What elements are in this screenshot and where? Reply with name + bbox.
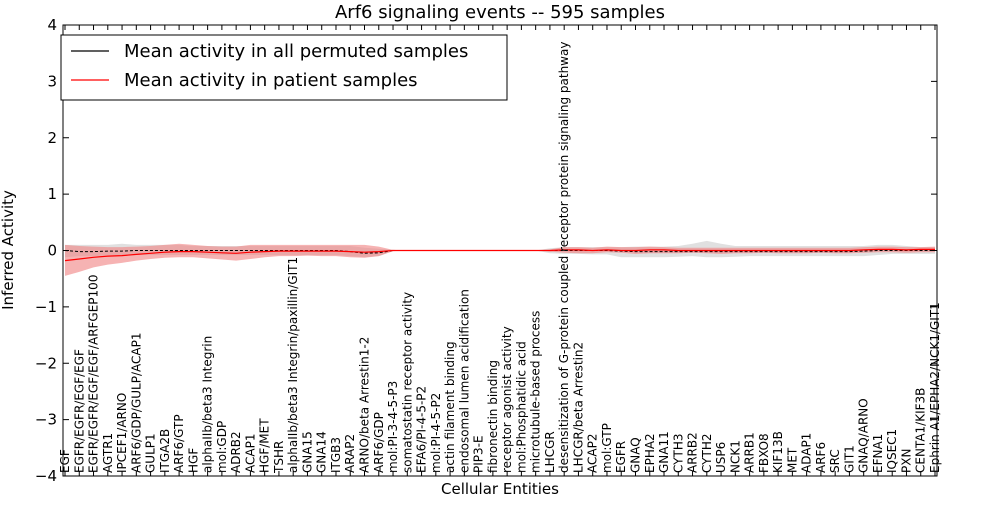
x-tick-label: mol:PI-4-5-P2: [429, 393, 443, 473]
x-tick-label: GULP1: [144, 433, 158, 473]
x-tick-label: EFA6/PI-4-5-P2: [415, 386, 429, 473]
x-tick-label: ACAP2: [586, 434, 600, 473]
x-tick-label: CYTH3: [671, 434, 685, 474]
x-tick-label: EGFR/EGFR/EGF/EGF/ARFGEP100: [87, 275, 101, 473]
legend-box: [60, 34, 508, 101]
x-tick-label: HGF: [186, 448, 200, 473]
x-tick-label: mol:GTP: [600, 423, 614, 473]
x-tick-label: ARF6: [814, 442, 828, 473]
x-tick-label: GNA14: [315, 431, 329, 473]
y-tick-label: −3: [35, 411, 57, 429]
x-tick-label: HGF/MET: [258, 418, 272, 473]
legend-label-patient: Mean activity in patient samples: [124, 70, 418, 91]
x-tick-label: ADAP1: [800, 433, 814, 473]
x-tick-label: EPHA2: [643, 433, 657, 473]
x-tick-label: alphaIIb/beta3 Integrin: [201, 336, 215, 473]
x-tick-label: ARRB2: [686, 432, 700, 473]
x-tick-label: AGTR1: [101, 433, 115, 473]
x-tick-label: EFNA1: [871, 434, 885, 473]
x-tick-label: GNAQ/ARNO: [857, 398, 871, 473]
x-tick-label: ARAP2: [343, 434, 357, 473]
x-tick-label: NCK1: [728, 440, 742, 473]
x-tick-label: GNA15: [301, 431, 315, 473]
x-tick-label: EGFR: [614, 441, 628, 473]
y-axis-label: Inferred Activity: [0, 190, 17, 310]
x-tick-label: LHCGR: [543, 431, 557, 473]
x-tick-label: ARF6/GTP: [172, 414, 186, 473]
x-tick-label: desensitization of G-protein coupled rec…: [557, 42, 571, 473]
y-tick-label: 4: [47, 16, 57, 34]
x-axis: EGF EGFR/EGFR/EGF/EGF EGFR/EGFR/EGF/EGF/AR…: [58, 25, 942, 476]
y-tick-label: 0: [47, 242, 57, 260]
y-tick-label: 3: [47, 72, 57, 90]
y-tick-label: 1: [47, 185, 57, 203]
x-tick-label: receptor agonist activity: [500, 326, 514, 473]
x-tick-label: PXN: [900, 449, 914, 473]
x-tick-label: mol:GDP: [215, 421, 229, 473]
legend-label-permuted: Mean activity in all permuted samples: [124, 41, 468, 62]
x-tick-label: FBXO8: [757, 433, 771, 473]
series-line-patient: [64, 248, 935, 262]
x-tick-label: CENTA1/KIF3B: [914, 388, 928, 473]
x-tick-label: GNA11: [657, 431, 671, 473]
x-tick-label: Ephrin A1/EPHA2/NCK1/GIT1: [928, 302, 942, 473]
x-axis-label: Cellular Entities: [441, 480, 559, 498]
x-tick-label: IPCEF1/ARNO: [115, 393, 129, 473]
x-tick-label: actin filament binding: [443, 341, 457, 473]
y-tick-label: −2: [35, 354, 57, 372]
y-tick-label: −1: [35, 298, 57, 316]
x-tick-label: mol:Phosphatidic acid: [514, 341, 528, 473]
y-tick-label: 2: [47, 129, 57, 147]
y-axis: 4 3 2 1 0 −1 −2 −3 −4: [35, 16, 937, 485]
x-tick-label: microtubule-based process: [529, 311, 543, 473]
chart-title: Arf6 signaling events -- 595 samples: [335, 2, 665, 23]
x-tick-label: IQSEC1: [885, 429, 899, 473]
x-tick-label: SRC: [828, 449, 842, 473]
x-tick-label: fibronectin binding: [486, 360, 500, 473]
x-tick-label: ITGB3: [329, 437, 343, 473]
x-tick-label: ARNO/beta Arrestin1-2: [358, 337, 372, 473]
x-tick-label: ARRB1: [743, 432, 757, 473]
x-tick-label: somatostatin receptor activity: [400, 292, 414, 473]
x-tick-label: EGF: [58, 449, 72, 473]
line-layer: [64, 248, 935, 262]
x-tick-label: USP6: [714, 442, 728, 473]
x-tick-label: ACAP1: [243, 434, 257, 473]
x-tick-label: GNAQ: [629, 437, 643, 473]
x-tick-label: ADRB2: [229, 431, 243, 473]
x-tick-label: GIT1: [842, 445, 856, 473]
x-tick-label: CYTH2: [700, 434, 714, 474]
x-tick-label: endosomal lumen acidification: [457, 289, 471, 473]
x-tick-label: ITGA2B: [158, 429, 172, 473]
legend: Mean activity in all permuted samples Me…: [60, 34, 508, 101]
x-tick-label: TSHR: [272, 441, 286, 474]
y-tick-label: −4: [35, 467, 57, 485]
x-tick-label: LHCGR/beta Arrestin2: [571, 342, 585, 473]
x-tick-label: MET: [785, 447, 799, 473]
x-tick-label: alphaIIb/beta3 Integrin/paxillin/GIT1: [286, 257, 300, 473]
x-tick-label: mol:PI-3-4-5-P3: [386, 381, 400, 473]
x-tick-label: EGFR/EGFR/EGF/EGF: [72, 349, 86, 473]
x-tick-label: ARF6/GDP: [372, 412, 386, 473]
x-tick-label: ARF6/GDP/GULP/ACAP1: [129, 333, 143, 473]
x-tick-label: PIP3-E: [472, 435, 486, 473]
x-tick-label: KIF13B: [771, 431, 785, 473]
